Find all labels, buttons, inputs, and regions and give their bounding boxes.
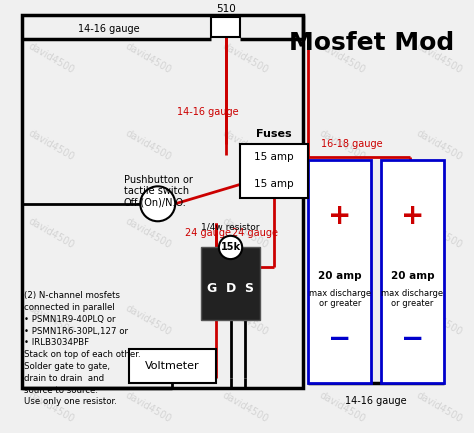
Text: 15 amp: 15 amp	[255, 179, 294, 189]
Text: david4500: david4500	[220, 41, 270, 75]
Text: +: +	[401, 202, 424, 230]
Text: david4500: david4500	[123, 41, 173, 75]
Text: david4500: david4500	[414, 391, 464, 425]
Text: david4500: david4500	[123, 303, 173, 337]
Text: david4500: david4500	[123, 391, 173, 425]
Text: G  D  S: G D S	[207, 282, 254, 295]
Text: Fuses: Fuses	[256, 129, 292, 139]
Circle shape	[219, 236, 242, 259]
Text: 510: 510	[216, 3, 236, 13]
Text: 16-18 gauge: 16-18 gauge	[321, 139, 383, 149]
Text: 20 amp: 20 amp	[318, 271, 362, 281]
Bar	[308, 160, 371, 383]
Text: max discharge
or greater: max discharge or greater	[382, 289, 444, 308]
Text: 14-16 gauge: 14-16 gauge	[78, 24, 140, 34]
Text: david4500: david4500	[414, 41, 464, 75]
Bar	[128, 349, 216, 383]
Text: 24 gauge: 24 gauge	[184, 228, 230, 238]
Text: david4500: david4500	[26, 303, 76, 337]
Text: david4500: david4500	[123, 216, 173, 250]
Text: david4500: david4500	[318, 129, 367, 163]
Text: david4500: david4500	[26, 41, 76, 75]
Text: 24 gauge: 24 gauge	[232, 228, 278, 238]
Bar	[211, 17, 240, 37]
Text: david4500: david4500	[318, 41, 367, 75]
Circle shape	[140, 186, 175, 221]
Text: david4500: david4500	[318, 216, 367, 250]
Text: 15k: 15k	[220, 242, 241, 252]
Text: david4500: david4500	[220, 391, 270, 425]
Text: david4500: david4500	[123, 129, 173, 163]
Text: −: −	[328, 325, 351, 353]
Text: 14-16 gauge: 14-16 gauge	[345, 396, 407, 406]
Text: david4500: david4500	[26, 391, 76, 425]
Text: david4500: david4500	[26, 216, 76, 250]
Text: Pushbutton or
tactile switch
Off-(On)/N.O.: Pushbutton or tactile switch Off-(On)/N.…	[124, 174, 192, 208]
Text: −: −	[401, 325, 424, 353]
Bar	[240, 144, 308, 198]
Text: david4500: david4500	[318, 303, 367, 337]
Bar	[22, 15, 303, 388]
Text: 20 amp: 20 amp	[391, 271, 434, 281]
Text: Mosfet Mod: Mosfet Mod	[289, 31, 454, 55]
Text: 15 amp: 15 amp	[255, 152, 294, 162]
Text: david4500: david4500	[414, 216, 464, 250]
Text: +: +	[328, 202, 351, 230]
Text: david4500: david4500	[220, 129, 270, 163]
Text: david4500: david4500	[414, 303, 464, 337]
Bar	[381, 160, 444, 383]
Text: Voltmeter: Voltmeter	[145, 362, 200, 372]
Text: david4500: david4500	[220, 303, 270, 337]
Bar	[201, 248, 260, 320]
Text: david4500: david4500	[220, 216, 270, 250]
Text: david4500: david4500	[26, 129, 76, 163]
Text: max discharge
or greater: max discharge or greater	[309, 289, 371, 308]
Text: 1/4w resistor: 1/4w resistor	[201, 223, 260, 232]
Text: (2) N-channel mosfets
connected in parallel
• PSMN1R9-40PLQ or
• PSMN1R6-30PL,12: (2) N-channel mosfets connected in paral…	[24, 291, 140, 406]
Text: david4500: david4500	[414, 129, 464, 163]
Text: 14-16 gauge: 14-16 gauge	[177, 107, 239, 116]
Text: david4500: david4500	[318, 391, 367, 425]
